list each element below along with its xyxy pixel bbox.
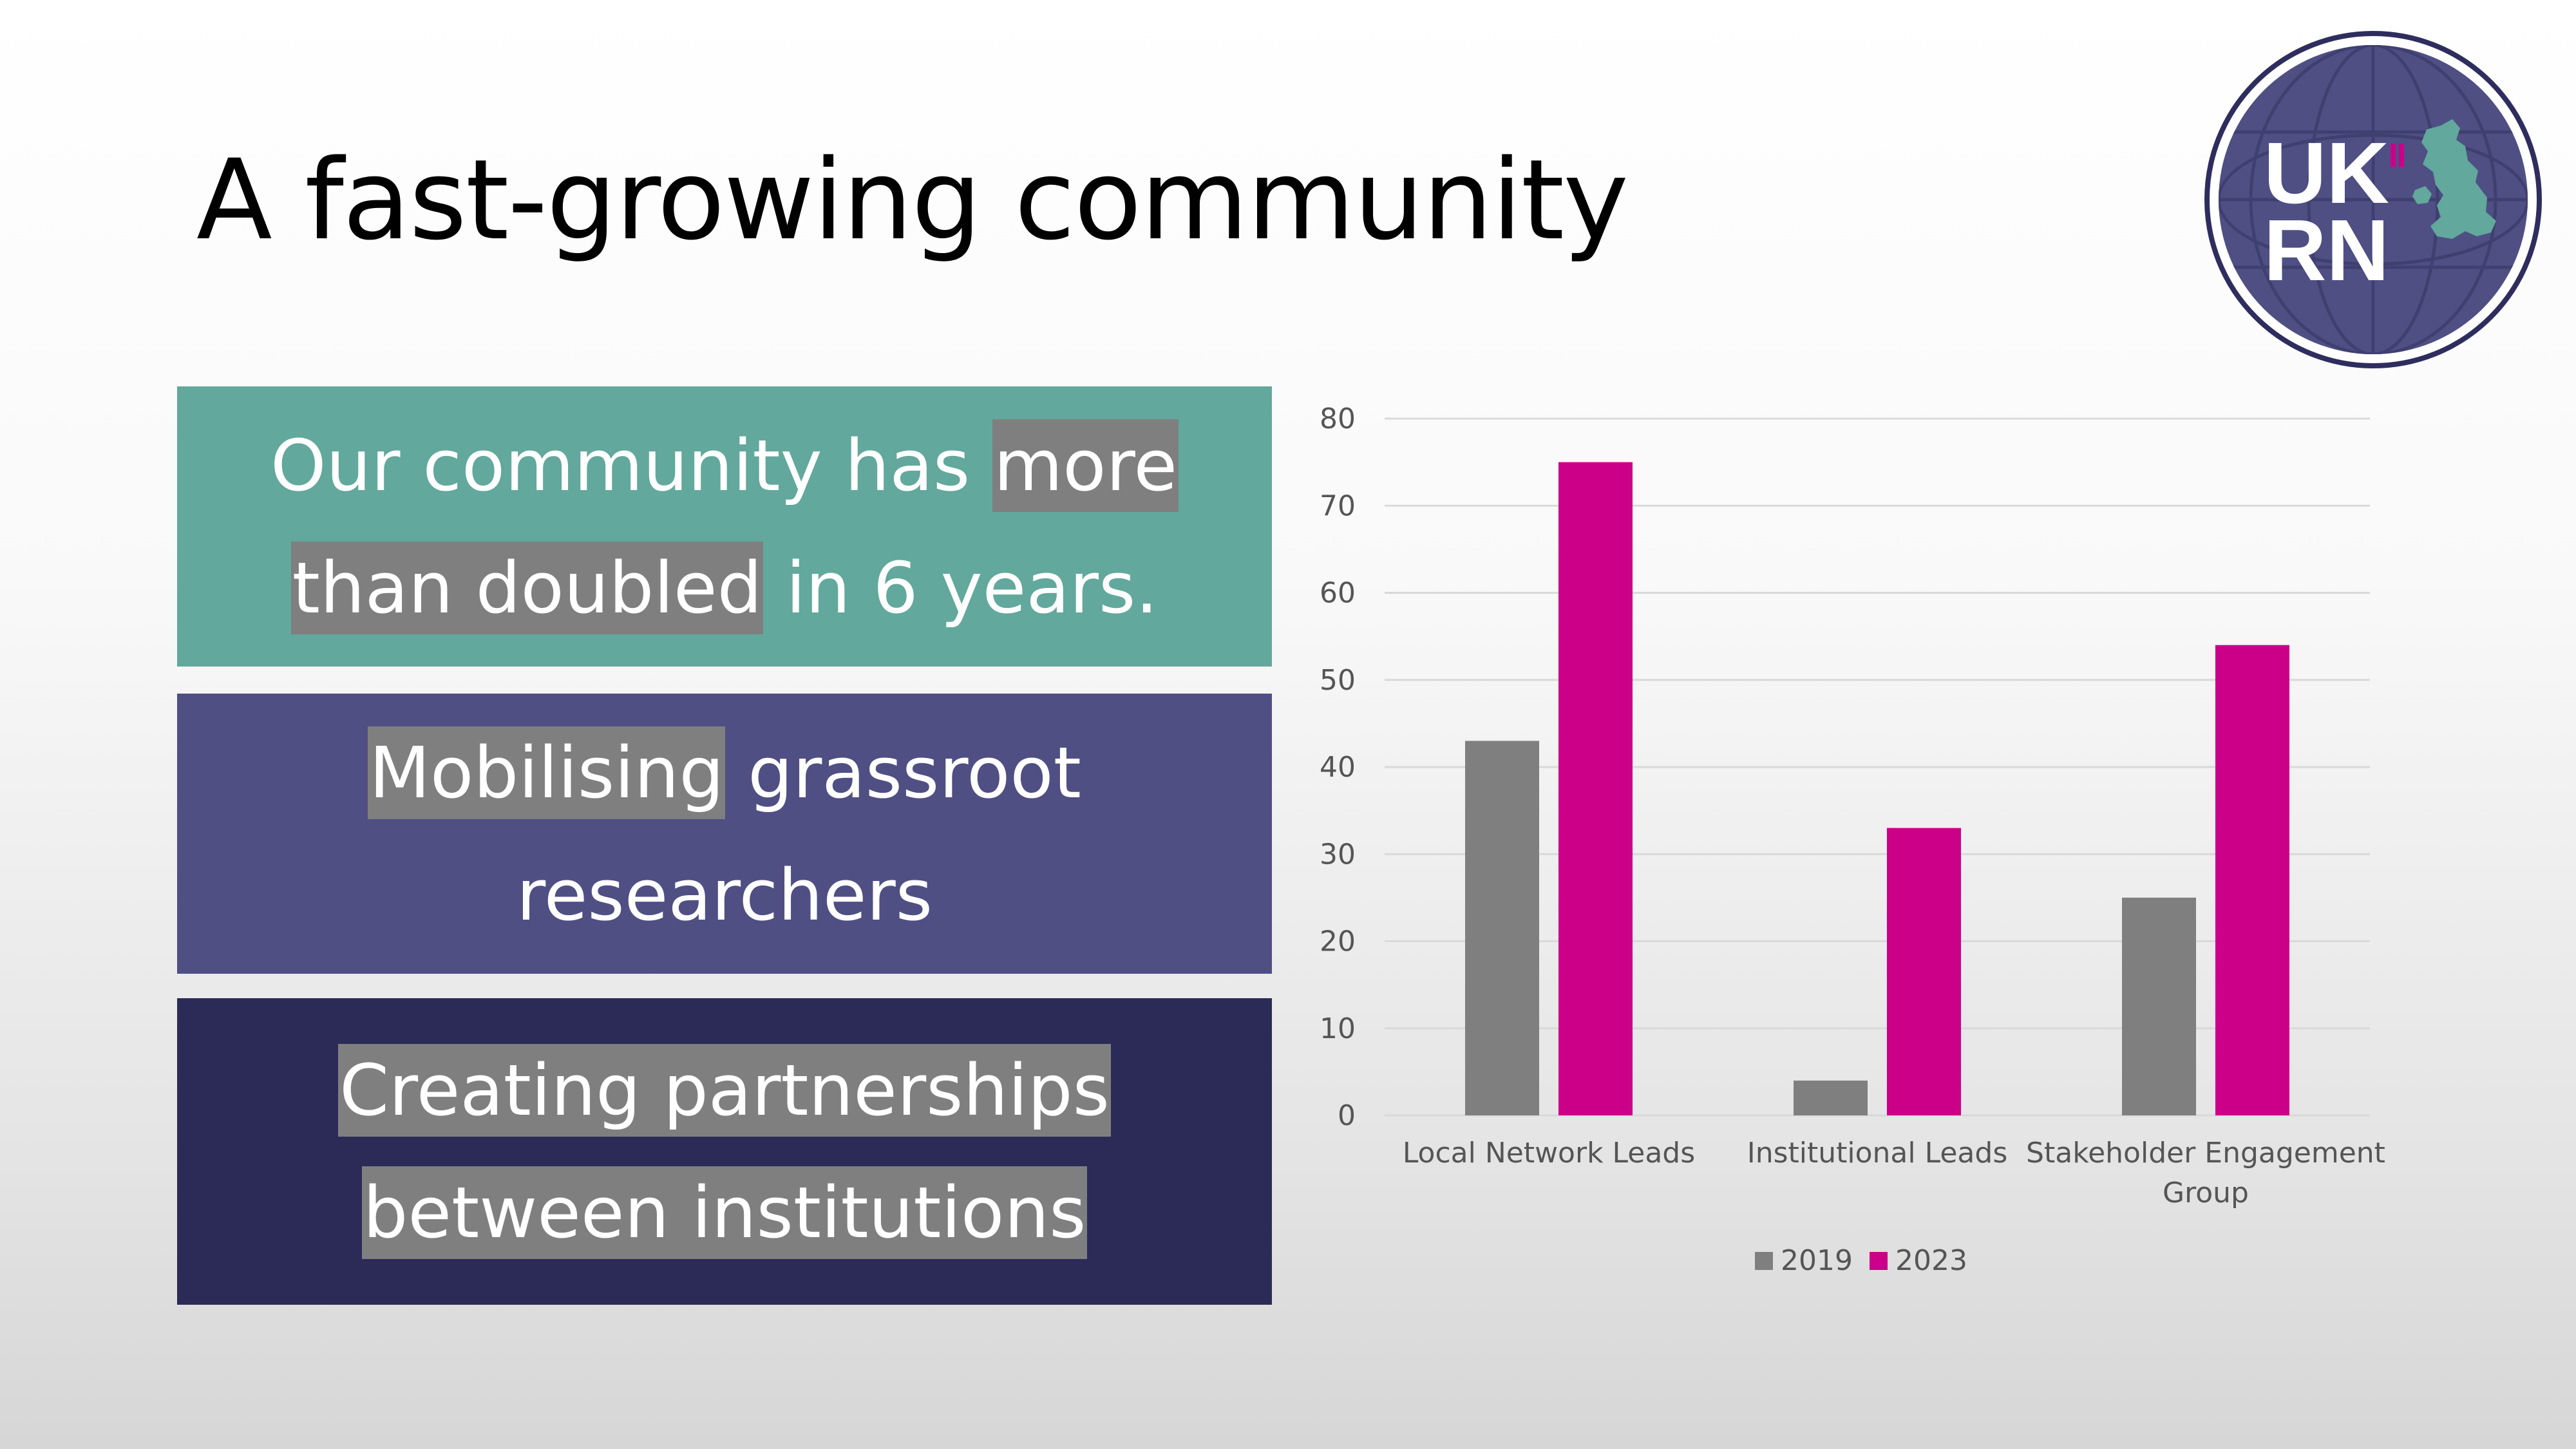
y-tick-label: 80 — [1320, 402, 1356, 435]
bar-2023 — [2215, 645, 2289, 1115]
bar-2023 — [1558, 462, 1633, 1115]
highlighted-text: than doubled — [290, 541, 764, 634]
panel-text: researchers — [516, 853, 933, 936]
highlighted-text: Creating partnerships — [338, 1044, 1111, 1137]
bar-2019 — [2122, 897, 2196, 1115]
legend-label: 2019 — [1781, 1244, 1853, 1277]
logo-text-uk: UK — [2264, 124, 2389, 222]
panel-text: Our community has — [270, 424, 993, 507]
ukrn-logo: UK RN — [2204, 31, 2542, 368]
bar-2019 — [1794, 1080, 1868, 1115]
y-tick-label: 10 — [1320, 1012, 1356, 1045]
panel-text: grassroot — [725, 731, 1081, 814]
legend-swatch-2023 — [1870, 1252, 1888, 1270]
bar-2019 — [1465, 741, 1539, 1115]
uk-map-icon — [2412, 119, 2496, 239]
logo-text-rn: RN — [2264, 202, 2389, 299]
y-tick-label: 70 — [1320, 489, 1356, 522]
y-tick-label: 50 — [1320, 664, 1356, 697]
x-category-label: Institutional Leads — [1747, 1137, 2008, 1170]
grassroot-panel: Mobilising grassroot researchers — [177, 694, 1272, 974]
community-growth-panel: Our community has more than doubled in 6… — [177, 386, 1272, 667]
panel-line: than doubled in 6 years. — [290, 527, 1159, 649]
slide-title: A fast-growing community — [196, 135, 1629, 265]
highlighted-text: between institutions — [361, 1166, 1088, 1259]
legend-label: 2023 — [1895, 1244, 1967, 1277]
panel-text: in 6 years. — [763, 546, 1159, 629]
panel-line: Creating partnerships — [338, 1029, 1111, 1151]
panel-line: between institutions — [361, 1151, 1088, 1274]
partnerships-panel: Creating partnerships between institutio… — [177, 998, 1272, 1305]
highlighted-text: more — [992, 419, 1179, 512]
bar-chart: 0 10 20 30 40 50 60 70 80 Local Network Leads Inst… — [1320, 402, 2385, 1277]
y-tick-label: 60 — [1320, 577, 1356, 610]
panel-line: researchers — [516, 834, 933, 956]
y-tick-label: 30 — [1320, 838, 1356, 871]
panel-line: Our community has more — [270, 404, 1179, 527]
x-category-label: Group — [2163, 1177, 2249, 1209]
y-tick-label: 0 — [1338, 1099, 1356, 1132]
highlighted-text: Mobilising — [368, 726, 726, 819]
bar-2023 — [1887, 828, 1961, 1115]
x-category-label: Stakeholder Engagement — [2026, 1137, 2385, 1170]
x-category-label: Local Network Leads — [1403, 1137, 1695, 1170]
panel-line: Mobilising grassroot — [368, 712, 1081, 834]
y-tick-label: 20 — [1320, 925, 1356, 958]
y-tick-label: 40 — [1320, 751, 1356, 784]
legend-swatch-2019 — [1755, 1252, 1773, 1270]
